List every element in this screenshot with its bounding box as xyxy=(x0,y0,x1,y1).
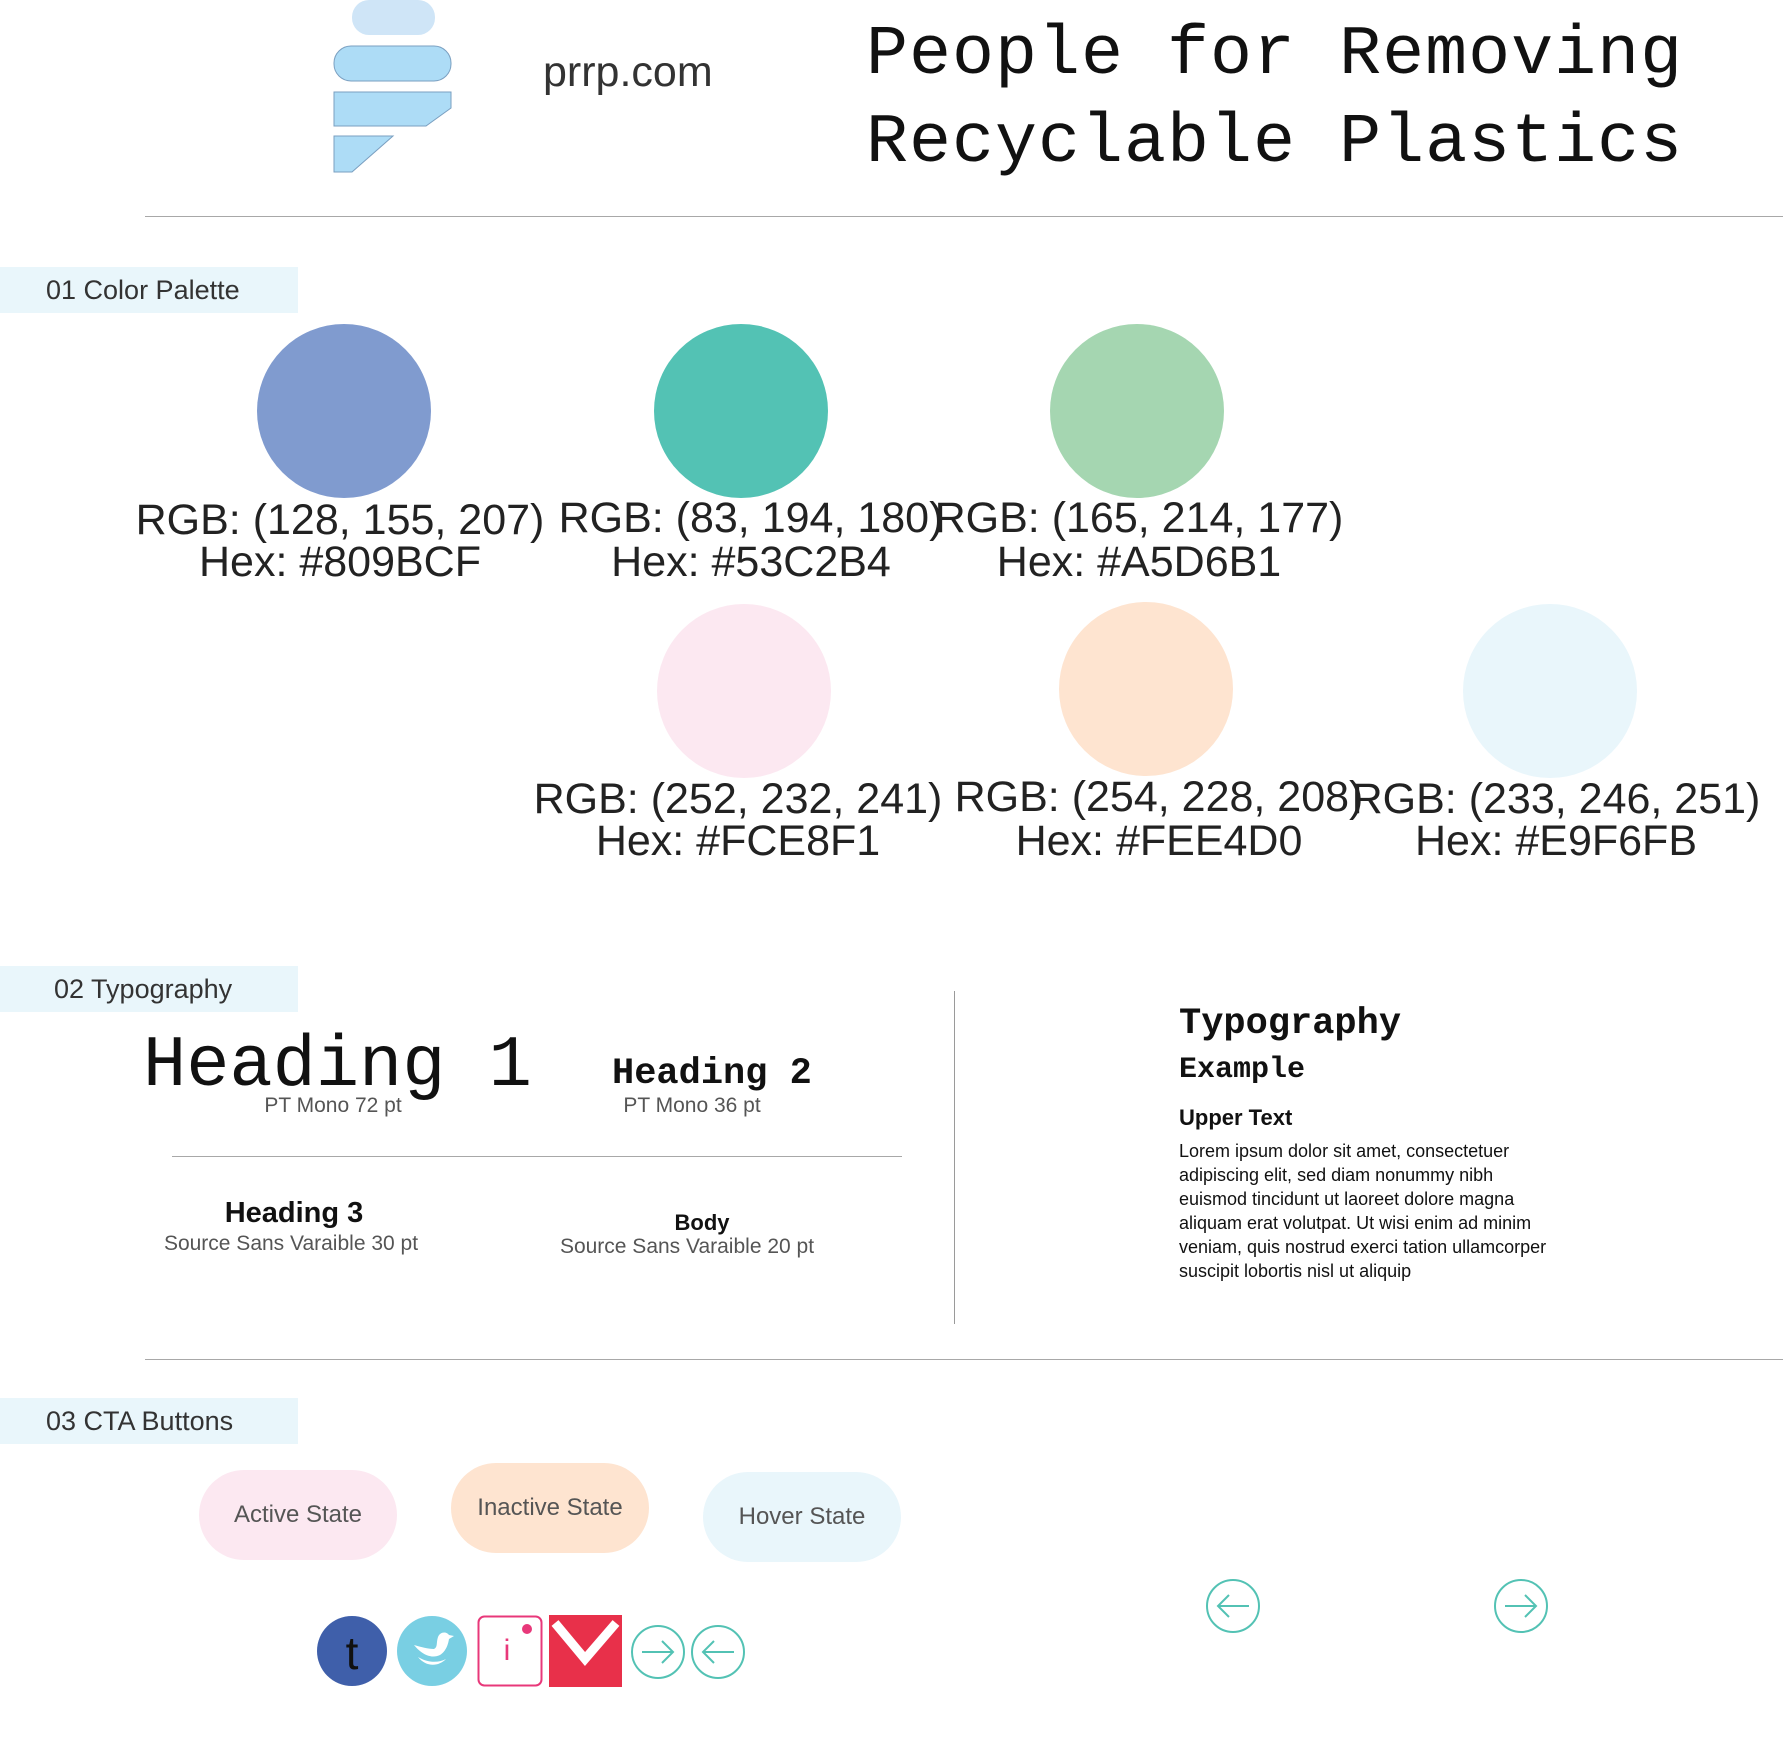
hover-state-button[interactable]: Hover State xyxy=(703,1472,901,1562)
heading-2-caption: PT Mono 36 pt xyxy=(623,1094,761,1117)
swatch-rgb: RGB: (165, 214, 177) xyxy=(934,494,1344,542)
heading-1-caption: PT Mono 72 pt xyxy=(264,1094,402,1117)
tumblr-glyph: t xyxy=(346,1627,359,1679)
arrow-left-icon[interactable] xyxy=(690,1624,746,1680)
swatch-rgb: RGB: (83, 194, 180) xyxy=(558,494,944,542)
typography-example-subtitle: Example xyxy=(1179,1053,1306,1087)
swatch-hex: Hex: #A5D6B1 xyxy=(996,538,1282,586)
body-sample: Body xyxy=(674,1210,730,1235)
swatch-circle xyxy=(257,324,431,498)
tumblr-icon[interactable]: t xyxy=(316,1615,388,1687)
header-divider xyxy=(145,216,1783,217)
swatch-hex: Hex: #FEE4D0 xyxy=(1015,817,1303,865)
site-url[interactable]: prrp.com xyxy=(543,48,713,96)
swatch-circle xyxy=(654,324,828,498)
swatch-rgb: RGB: (233, 246, 251) xyxy=(1351,775,1761,823)
heading-2-sample: Heading 2 xyxy=(612,1053,812,1095)
prrp-logo xyxy=(333,0,452,173)
typography-example-title: Typography xyxy=(1179,1003,1402,1045)
swatch-hex: Hex: #FCE8F1 xyxy=(595,817,881,865)
typography-example-body: Lorem ipsum dolor sit amet, consectetuer… xyxy=(1179,1141,1547,1281)
heading-3-sample: Heading 3 xyxy=(224,1197,364,1229)
swatch-hex: Hex: #809BCF xyxy=(198,538,482,586)
active-state-button[interactable]: Active State xyxy=(199,1470,397,1560)
typography-bottom-divider xyxy=(145,1359,1783,1360)
swatch-rgb: RGB: (128, 155, 207) xyxy=(135,496,545,544)
carousel-next-icon[interactable] xyxy=(1493,1578,1549,1634)
section-label-cta-buttons: 03 CTA Buttons xyxy=(0,1398,298,1444)
inactive-state-button[interactable]: Inactive State xyxy=(451,1463,649,1553)
typography-vertical-divider xyxy=(954,991,955,1324)
heading-3-caption: Source Sans Varaible 30 pt xyxy=(163,1232,419,1255)
section-label-typography: 02 Typography xyxy=(0,966,298,1012)
swatch-hex: Hex: #E9F6FB xyxy=(1415,817,1697,865)
swatch-circle xyxy=(657,604,831,778)
site-title-line-2: Recyclable Plastics xyxy=(866,104,1684,183)
section-label-color-palette: 01 Color Palette xyxy=(0,267,298,313)
swatch-rgb: RGB: (254, 228, 208) xyxy=(954,773,1364,821)
carousel-prev-icon[interactable] xyxy=(1205,1578,1261,1634)
typography-example-upper-text: Upper Text xyxy=(1179,1105,1293,1130)
site-title: People for Removing xyxy=(866,16,1684,95)
instagram-icon[interactable]: i xyxy=(477,1615,549,1687)
swatch-circle xyxy=(1050,324,1224,498)
arrow-right-icon[interactable] xyxy=(630,1624,686,1680)
mail-icon[interactable] xyxy=(549,1615,622,1687)
swatch-rgb: RGB: (252, 232, 241) xyxy=(533,775,943,823)
swatch-hex: Hex: #53C2B4 xyxy=(611,538,891,586)
heading-1-sample: Heading 1 xyxy=(143,1025,532,1107)
body-caption: Source Sans Varaible 20 pt xyxy=(559,1235,815,1258)
swatch-circle xyxy=(1059,602,1233,776)
swatch-circle xyxy=(1463,604,1637,778)
twitter-icon[interactable] xyxy=(396,1615,468,1687)
instagram-glyph: i xyxy=(504,1634,511,1667)
typography-divider xyxy=(172,1156,902,1157)
